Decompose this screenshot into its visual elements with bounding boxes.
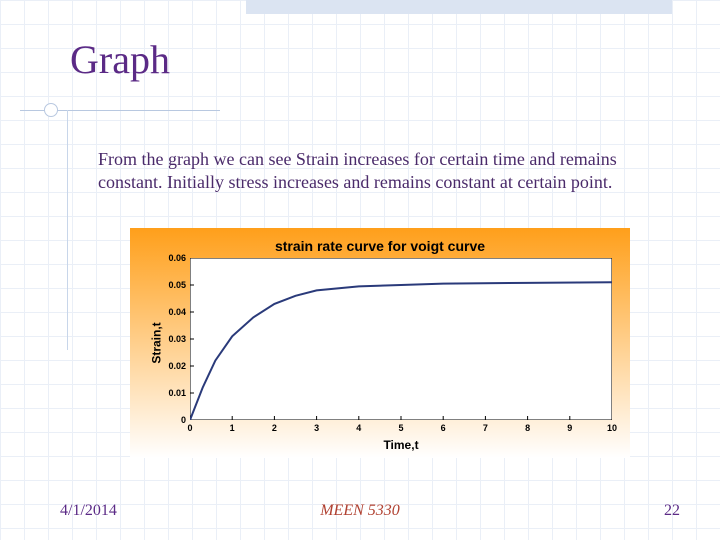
xtick-label: 10 [607,423,617,433]
xtick-label: 6 [441,423,446,433]
xtick-label: 7 [483,423,488,433]
accent-vertical-line [67,110,68,350]
footer-page: 22 [664,502,680,520]
ytick-label: 0.05 [156,280,186,290]
xtick-label: 8 [525,423,530,433]
chart-title: strain rate curve for voigt curve [130,238,630,254]
xtick-label: 2 [272,423,277,433]
xtick-label: 3 [314,423,319,433]
ytick-label: 0.06 [156,253,186,263]
xtick-label: 1 [230,423,235,433]
slide-title: Graph [70,36,170,83]
chart-container: strain rate curve for voigt curve Strain… [130,228,630,458]
ytick-label: 0.02 [156,361,186,371]
chart-xlabel: Time,t [190,438,612,452]
xtick-label: 5 [398,423,403,433]
ytick-label: 0.04 [156,307,186,317]
ytick-label: 0 [156,415,186,425]
xtick-label: 0 [187,423,192,433]
body-text: From the graph we can see Strain increas… [98,148,628,194]
footer-course: MEEN 5330 [0,502,720,520]
xtick-label: 9 [567,423,572,433]
accent-circle-icon [44,103,58,117]
chart-plot-area [190,258,612,420]
ytick-label: 0.01 [156,388,186,398]
xtick-label: 4 [356,423,361,433]
ytick-label: 0.03 [156,334,186,344]
